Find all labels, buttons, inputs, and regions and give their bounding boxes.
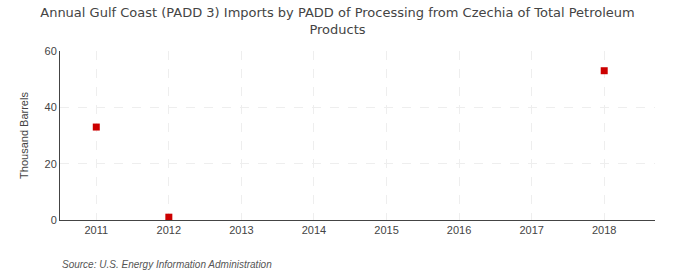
svg-text:60: 60 bbox=[45, 45, 57, 57]
svg-text:0: 0 bbox=[51, 214, 57, 226]
svg-text:2014: 2014 bbox=[302, 224, 326, 236]
svg-text:2018: 2018 bbox=[592, 224, 616, 236]
svg-text:2012: 2012 bbox=[157, 224, 181, 236]
svg-text:Source: U.S. Energy Informatio: Source: U.S. Energy Information Administ… bbox=[62, 259, 272, 270]
svg-text:Thousand Barrels: Thousand Barrels bbox=[18, 92, 30, 179]
svg-text:20: 20 bbox=[45, 158, 57, 170]
svg-text:Annual Gulf Coast (PADD 3) Imp: Annual Gulf Coast (PADD 3) Imports by PA… bbox=[40, 5, 634, 37]
svg-text:2011: 2011 bbox=[84, 224, 108, 236]
svg-text:2017: 2017 bbox=[519, 224, 543, 236]
svg-text:2016: 2016 bbox=[447, 224, 471, 236]
svg-text:2015: 2015 bbox=[374, 224, 398, 236]
svg-text:40: 40 bbox=[45, 101, 57, 113]
svg-text:2013: 2013 bbox=[229, 224, 253, 236]
